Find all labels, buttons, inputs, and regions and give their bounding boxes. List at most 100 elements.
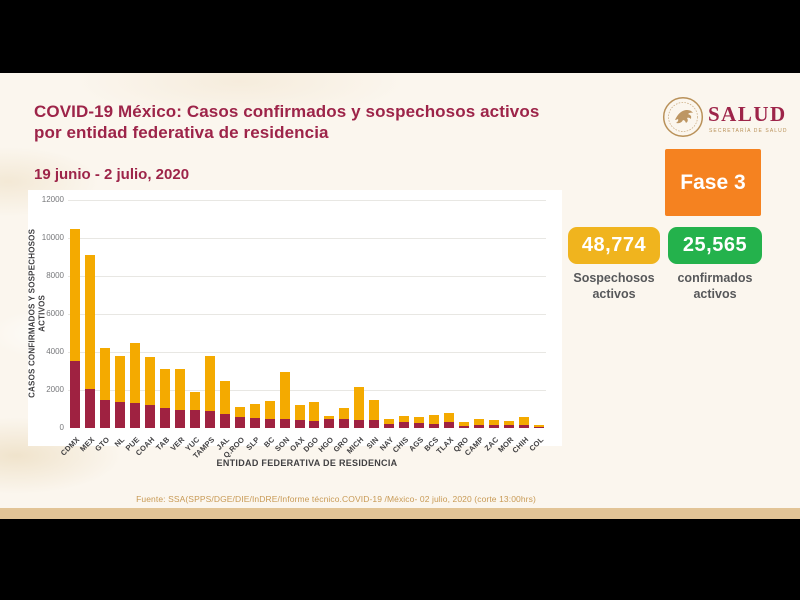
bar-segment-suspected-Q.ROO <box>234 407 245 418</box>
bar-segment-suspected-PUE <box>130 343 141 404</box>
bar-segment-suspected-COL <box>533 425 544 428</box>
y-axis-ticks: 0 2000 4000 6000 8000 10000 12000 <box>0 73 70 508</box>
bar-segment-confirmed-GRO <box>339 418 350 428</box>
gridline <box>68 276 546 277</box>
bar-segment-suspected-VER <box>175 369 186 410</box>
bar-segment-suspected-CHIS <box>399 415 410 423</box>
x-axis-title: ENTIDAD FEDERATIVA DE RESIDENCIA <box>216 458 398 468</box>
bar-segment-suspected-OAX <box>294 405 305 420</box>
bar-segment-confirmed-QRO <box>458 425 469 428</box>
bar-segment-suspected-SON <box>279 371 290 420</box>
gridline <box>68 352 546 353</box>
bar-segment-confirmed-MEX <box>85 388 96 428</box>
bar-segment-suspected-GRO <box>339 408 350 419</box>
salud-wordmark: SALUD <box>708 102 787 126</box>
y-tick-label: 4000 <box>46 347 64 356</box>
gridline <box>68 314 546 315</box>
bar-segment-suspected-GTO <box>100 348 111 400</box>
bar-segment-confirmed-SIN <box>369 419 380 428</box>
bar-segment-suspected-JAL <box>219 381 230 414</box>
bar-segment-confirmed-ZAC <box>488 425 499 428</box>
bar-segment-suspected-NL <box>115 355 126 403</box>
y-tick-label: 0 <box>59 423 64 432</box>
bar-segment-suspected-MOR <box>503 421 514 425</box>
bar-segment-confirmed-CAMP <box>473 424 484 428</box>
bar-segment-confirmed-TAB <box>160 408 171 428</box>
bar-segment-confirmed-SLP <box>249 418 260 428</box>
bar-segment-suspected-SIN <box>369 399 380 420</box>
kpi-confirmed-label: confirmados activos <box>677 271 753 301</box>
kpi-suspected-label: Sospechosos activos <box>573 271 655 301</box>
kpi-confirmed-value: 25,565 <box>682 234 748 256</box>
bar-segment-confirmed-MOR <box>503 424 514 428</box>
bar-segment-confirmed-VER <box>175 409 186 428</box>
letterbox-top <box>0 0 800 73</box>
bar-segment-confirmed-SON <box>279 419 290 428</box>
bar-segment-confirmed-TLAX <box>443 422 454 428</box>
bar-segment-confirmed-YUC <box>189 409 200 428</box>
kpi-suspected-value: 48,774 <box>581 234 647 256</box>
gridline <box>68 200 546 201</box>
tan-band <box>0 508 800 519</box>
bar-segment-suspected-QRO <box>458 422 469 426</box>
bar-segment-suspected-CDMX <box>70 228 81 361</box>
gridline <box>68 238 546 239</box>
bar-segment-confirmed-DGO <box>309 420 320 428</box>
bar-segment-suspected-HGO <box>324 416 335 420</box>
bar-segment-suspected-ZAC <box>488 420 499 426</box>
bar-segment-confirmed-CHIS <box>399 422 410 428</box>
bar-segment-confirmed-BCS <box>428 423 439 428</box>
bar-segment-suspected-CHIH <box>518 417 529 425</box>
salud-secretaria-label: SECRETARÍA DE SALUD <box>709 128 788 134</box>
bar-segment-confirmed-TAMPS <box>204 410 215 428</box>
bar-segment-suspected-BCS <box>428 414 439 424</box>
y-tick-label: 6000 <box>46 309 64 318</box>
bar-segment-confirmed-CHIH <box>518 424 529 428</box>
bar-segment-suspected-MICH <box>354 386 365 421</box>
plot-area <box>68 200 546 428</box>
date-range: 19 junio - 2 julio, 2020 <box>34 166 190 183</box>
bar-segment-confirmed-Q.ROO <box>234 417 245 428</box>
y-tick-label: 10000 <box>41 233 64 242</box>
page-title: COVID-19 México: Casos confirmados y sos… <box>34 102 654 143</box>
bar-segment-confirmed-CDMX <box>70 360 81 428</box>
bar-segment-confirmed-GTO <box>100 399 111 428</box>
bar-segment-confirmed-AGS <box>414 423 425 428</box>
bar-segment-suspected-BC <box>264 401 275 420</box>
bar-segment-suspected-CAMP <box>473 418 484 425</box>
x-axis-labels: CDMX MEX GTO NL PUE COAH TAB VER YUC TAMPS JAL Q.RO… <box>59 431 546 481</box>
bar-segment-confirmed-MICH <box>354 420 365 428</box>
bar-segment-confirmed-NL <box>115 402 126 428</box>
bar-segment-suspected-MEX <box>85 255 96 389</box>
bar-segment-suspected-NAY <box>384 418 395 425</box>
salud-logo: SALUD SECRETARÍA DE SALUD <box>662 96 787 140</box>
bar-segment-suspected-COAH <box>145 356 156 406</box>
bar-segment-confirmed-PUE <box>130 403 141 428</box>
bar-segment-suspected-AGS <box>414 417 425 424</box>
slide-background: COVID-19 México: Casos confirmados y sos… <box>0 73 800 508</box>
fase3-badge: Fase 3 <box>665 149 761 216</box>
bar-segment-suspected-YUC <box>189 391 200 410</box>
bar-segment-confirmed-HGO <box>324 419 335 428</box>
title-line-1: COVID-19 México: Casos confirmados y sos… <box>34 102 540 121</box>
bar-segment-suspected-TAB <box>160 369 171 409</box>
y-tick-label: 8000 <box>46 271 64 280</box>
letterbox-bottom <box>0 519 800 600</box>
y-tick-label: 12000 <box>41 195 64 204</box>
bar-segment-suspected-TAMPS <box>204 355 215 411</box>
bar-segment-suspected-DGO <box>309 402 320 421</box>
bar-segment-confirmed-OAX <box>294 419 305 428</box>
title-line-2: por entidad federativa de residencia <box>34 122 329 142</box>
bar-segment-confirmed-COL <box>533 427 544 428</box>
bar-segment-confirmed-COAH <box>145 405 156 428</box>
source-footnote: Fuente: SSA(SPPS/DGE/DIE/InDRE/Informe t… <box>136 494 536 504</box>
bar-segment-confirmed-JAL <box>219 413 230 428</box>
bar-segment-confirmed-NAY <box>384 424 395 428</box>
kpi-suspected-badge: 48,774 <box>568 227 660 264</box>
gridline <box>68 390 546 391</box>
salud-seal-icon <box>662 96 704 138</box>
bar-segment-suspected-TLAX <box>443 412 454 423</box>
bar-segment-suspected-SLP <box>249 404 260 419</box>
y-tick-label: 2000 <box>46 385 64 394</box>
